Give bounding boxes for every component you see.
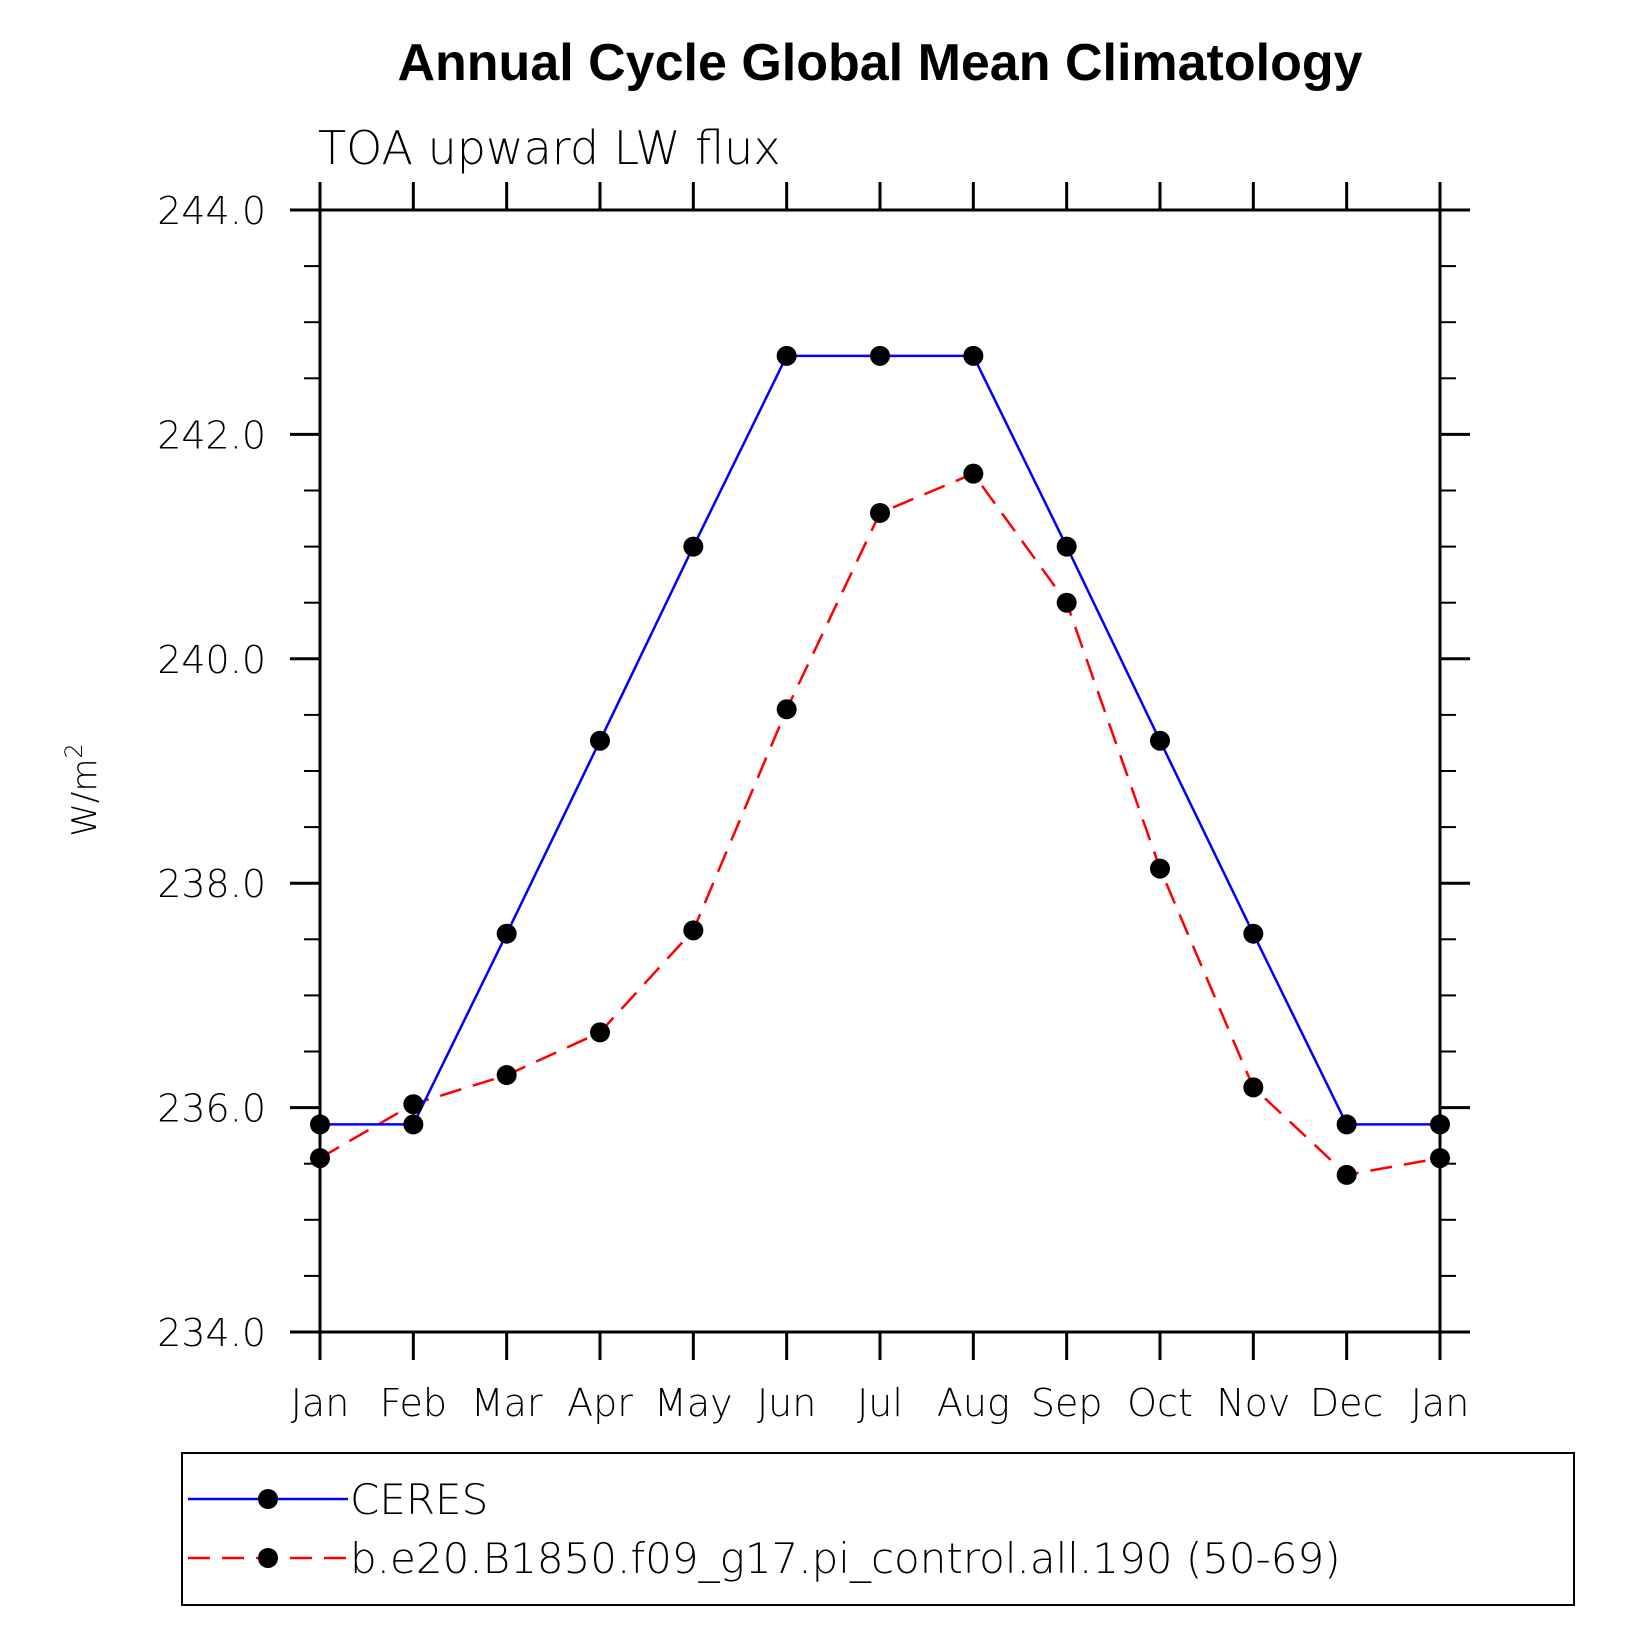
data-point	[1056, 536, 1077, 557]
data-point	[1243, 1077, 1264, 1098]
data-point	[1150, 730, 1170, 751]
y-tick-label: 234.0	[157, 1311, 266, 1355]
data-point	[1430, 1148, 1450, 1169]
y-tick-label: 242.0	[157, 413, 266, 457]
plot-frame	[318, 208, 1442, 1334]
legend-label: b.e20.B1850.f09_g17.pi_control.all.190 (…	[350, 1534, 1341, 1583]
x-tick-label: Dec	[1310, 1381, 1384, 1425]
y-tick-label: 240.0	[157, 638, 266, 682]
series-line	[319, 472, 1441, 1177]
y-tick-label: 236.0	[157, 1087, 266, 1131]
data-point	[776, 345, 797, 366]
data-point	[870, 502, 890, 523]
data-point	[683, 536, 704, 557]
data-point	[590, 1022, 610, 1043]
svg-text:W/m2: W/m2	[60, 743, 105, 836]
x-tick-label: Jul	[857, 1381, 903, 1425]
y-axis-label: W/m2	[60, 743, 105, 836]
chart-title: Annual Cycle Global Mean Climatology	[397, 34, 1362, 92]
data-point	[1243, 923, 1264, 944]
data-point	[403, 1094, 424, 1115]
legend-box	[181, 1452, 1575, 1606]
data-point	[310, 1114, 330, 1135]
y-axis-label-superscript: 2	[60, 743, 88, 758]
y-axis-label-text: W/m	[65, 759, 105, 837]
x-tick-label: May	[654, 1381, 733, 1425]
x-tick-label: Sep	[1031, 1381, 1103, 1425]
data-point	[1336, 1164, 1357, 1185]
data-point	[403, 1114, 424, 1135]
plot-area: Jan Feb Mar Apr May Jun Jul Aug Sep Oct Nov Dec Jan 2…	[157, 182, 1470, 1425]
chart-subtitle: TOA upward LW flux	[318, 121, 781, 175]
data-point	[776, 699, 797, 720]
data-point	[590, 730, 610, 751]
data-point	[1150, 858, 1170, 879]
x-tick-label: Jan	[291, 1381, 350, 1425]
data-point	[496, 923, 517, 944]
legend-label: CERES	[350, 1475, 488, 1524]
legend-marker	[258, 1489, 278, 1509]
data-point	[1336, 1114, 1357, 1135]
x-tick-label: Feb	[380, 1381, 447, 1425]
y-tick-label: 238.0	[157, 862, 266, 906]
x-tick-label: Aug	[937, 1381, 1010, 1425]
x-tick-label: Apr	[567, 1381, 633, 1425]
data-point	[1056, 592, 1077, 613]
x-tick-label: Jun	[757, 1381, 816, 1425]
x-tick-label: Jan	[1411, 1381, 1470, 1425]
legend: CERES b.e20.B1850.f09_g17.pi_control.all.…	[181, 1452, 1575, 1606]
data-point	[310, 1148, 330, 1169]
y-tick-label: 244.0	[157, 189, 266, 233]
x-tick-label: Mar	[471, 1381, 543, 1425]
data-point	[1430, 1114, 1450, 1135]
x-tick-label: Nov	[1216, 1381, 1290, 1425]
series-line	[320, 354, 1440, 1126]
data-point	[683, 920, 704, 941]
data-point	[963, 345, 984, 366]
data-point	[963, 463, 984, 484]
legend-marker	[258, 1548, 278, 1568]
data-point	[870, 345, 890, 366]
x-tick-label: Oct	[1127, 1381, 1193, 1425]
data-point	[496, 1065, 517, 1086]
